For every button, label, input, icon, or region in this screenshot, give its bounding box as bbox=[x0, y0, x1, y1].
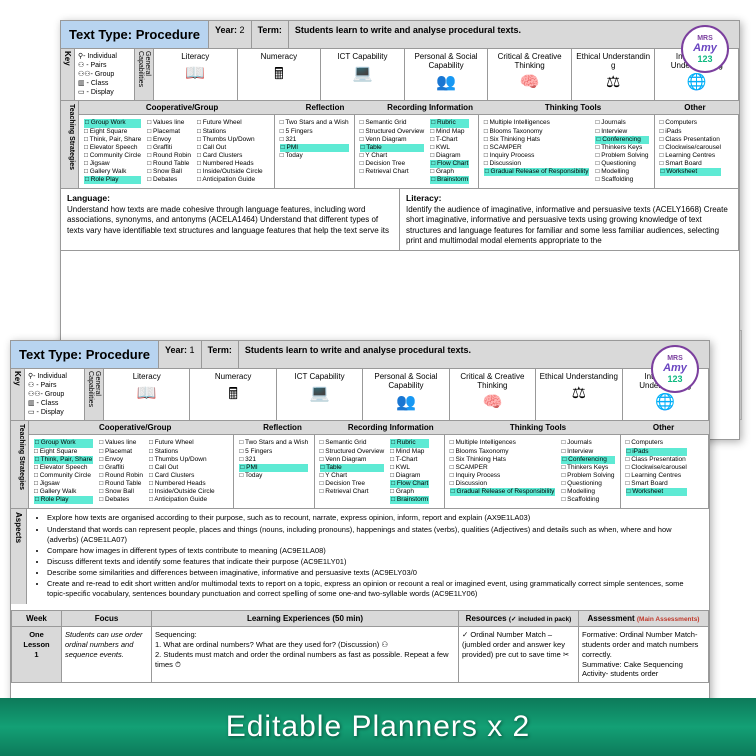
gc-label: GeneralCapabilities bbox=[85, 369, 104, 420]
learning-cell: Sequencing: 1. What are ordinal numbers?… bbox=[152, 627, 459, 683]
title: Text Type: Procedure bbox=[11, 341, 159, 368]
language-cell: Language:Understand how texts are made c… bbox=[61, 189, 400, 250]
aspects: Aspects Explore how texts are organised … bbox=[11, 509, 709, 604]
capability: ICT Capability💻 bbox=[277, 369, 363, 420]
focus-cell: Students can use order ordinal numbers a… bbox=[62, 627, 152, 683]
title: Text Type: Procedure bbox=[61, 21, 209, 48]
week-table: WeekFocusLearning Experiences (50 min)Re… bbox=[11, 610, 709, 683]
teaching-strategies: Teaching Strategies Cooperative/GroupRef… bbox=[61, 101, 739, 189]
week-cell: One Lesson 1 bbox=[12, 627, 62, 683]
capability: Numeracy🖩 bbox=[238, 49, 322, 100]
logo: MRSAmy123 bbox=[651, 345, 701, 395]
key-label: Key bbox=[11, 369, 25, 420]
desc: Students learn to write and analyse proc… bbox=[239, 341, 709, 368]
assessment-cell: Formative: Ordinal Number Match- student… bbox=[579, 627, 709, 683]
capability: Literacy📖 bbox=[154, 49, 238, 100]
term-cell: Term: bbox=[202, 341, 239, 368]
term-cell: Term: bbox=[252, 21, 289, 48]
gc-label: GeneralCapabilities bbox=[135, 49, 154, 100]
table-row: One Lesson 1 Students can use order ordi… bbox=[12, 627, 709, 683]
key-legend: ⚲- Individual⚇ - Pairs⚇⚇- Group▥ - Class… bbox=[75, 49, 135, 100]
literacy-cell: Literacy:Identify the audience of imagin… bbox=[400, 189, 739, 250]
planner-year1: Text Type: Procedure Year: 1 Term: Stude… bbox=[10, 340, 710, 710]
capability: ICT Capability💻 bbox=[321, 49, 405, 100]
capability: Critical & Creative Thinking🧠 bbox=[450, 369, 536, 420]
desc: Students learn to write and analyse proc… bbox=[289, 21, 739, 48]
logo: MRSAmy123 bbox=[681, 25, 731, 75]
capability: Ethical Understandin g⚖ bbox=[572, 49, 656, 100]
ts-label: Teaching Strategies bbox=[61, 101, 79, 188]
capability: Ethical Understanding⚖ bbox=[536, 369, 622, 420]
capabilities-row: Key ⚲- Individual⚇ - Pairs⚇⚇- Group▥ - C… bbox=[61, 49, 739, 101]
year-cell: Year: 2 bbox=[209, 21, 252, 48]
capability: Numeracy🖩 bbox=[190, 369, 276, 420]
year-cell: Year: 1 bbox=[159, 341, 202, 368]
teaching-strategies: Teaching Strategies Cooperative/GroupRef… bbox=[11, 421, 709, 509]
header: Text Type: Procedure Year: 1 Term: Stude… bbox=[11, 341, 709, 369]
capability: Literacy📖 bbox=[104, 369, 190, 420]
banner-text: Editable Planners x 2 bbox=[226, 710, 531, 744]
resources-cell: ✓ Ordinal Number Match – (jumbled order … bbox=[459, 627, 579, 683]
capability: Critical & Creative Thinking🧠 bbox=[488, 49, 572, 100]
capabilities-row: Key ⚲- Individual⚇ - Pairs⚇⚇- Group▥ - C… bbox=[11, 369, 709, 421]
key-legend: ⚲- Individual⚇ - Pairs⚇⚇- Group▥ - Class… bbox=[25, 369, 85, 420]
key-label: Key bbox=[61, 49, 75, 100]
header: Text Type: Procedure Year: 2 Term: Stude… bbox=[61, 21, 739, 49]
ts-label: Teaching Strategies bbox=[11, 421, 29, 508]
aspects-label: Aspects bbox=[11, 509, 27, 604]
capability: Personal & Social Capability👥 bbox=[363, 369, 449, 420]
capability: Personal & Social Capability👥 bbox=[405, 49, 489, 100]
banner: Editable Planners x 2 bbox=[0, 698, 756, 756]
curriculum-row: Language:Understand how texts are made c… bbox=[61, 189, 739, 251]
